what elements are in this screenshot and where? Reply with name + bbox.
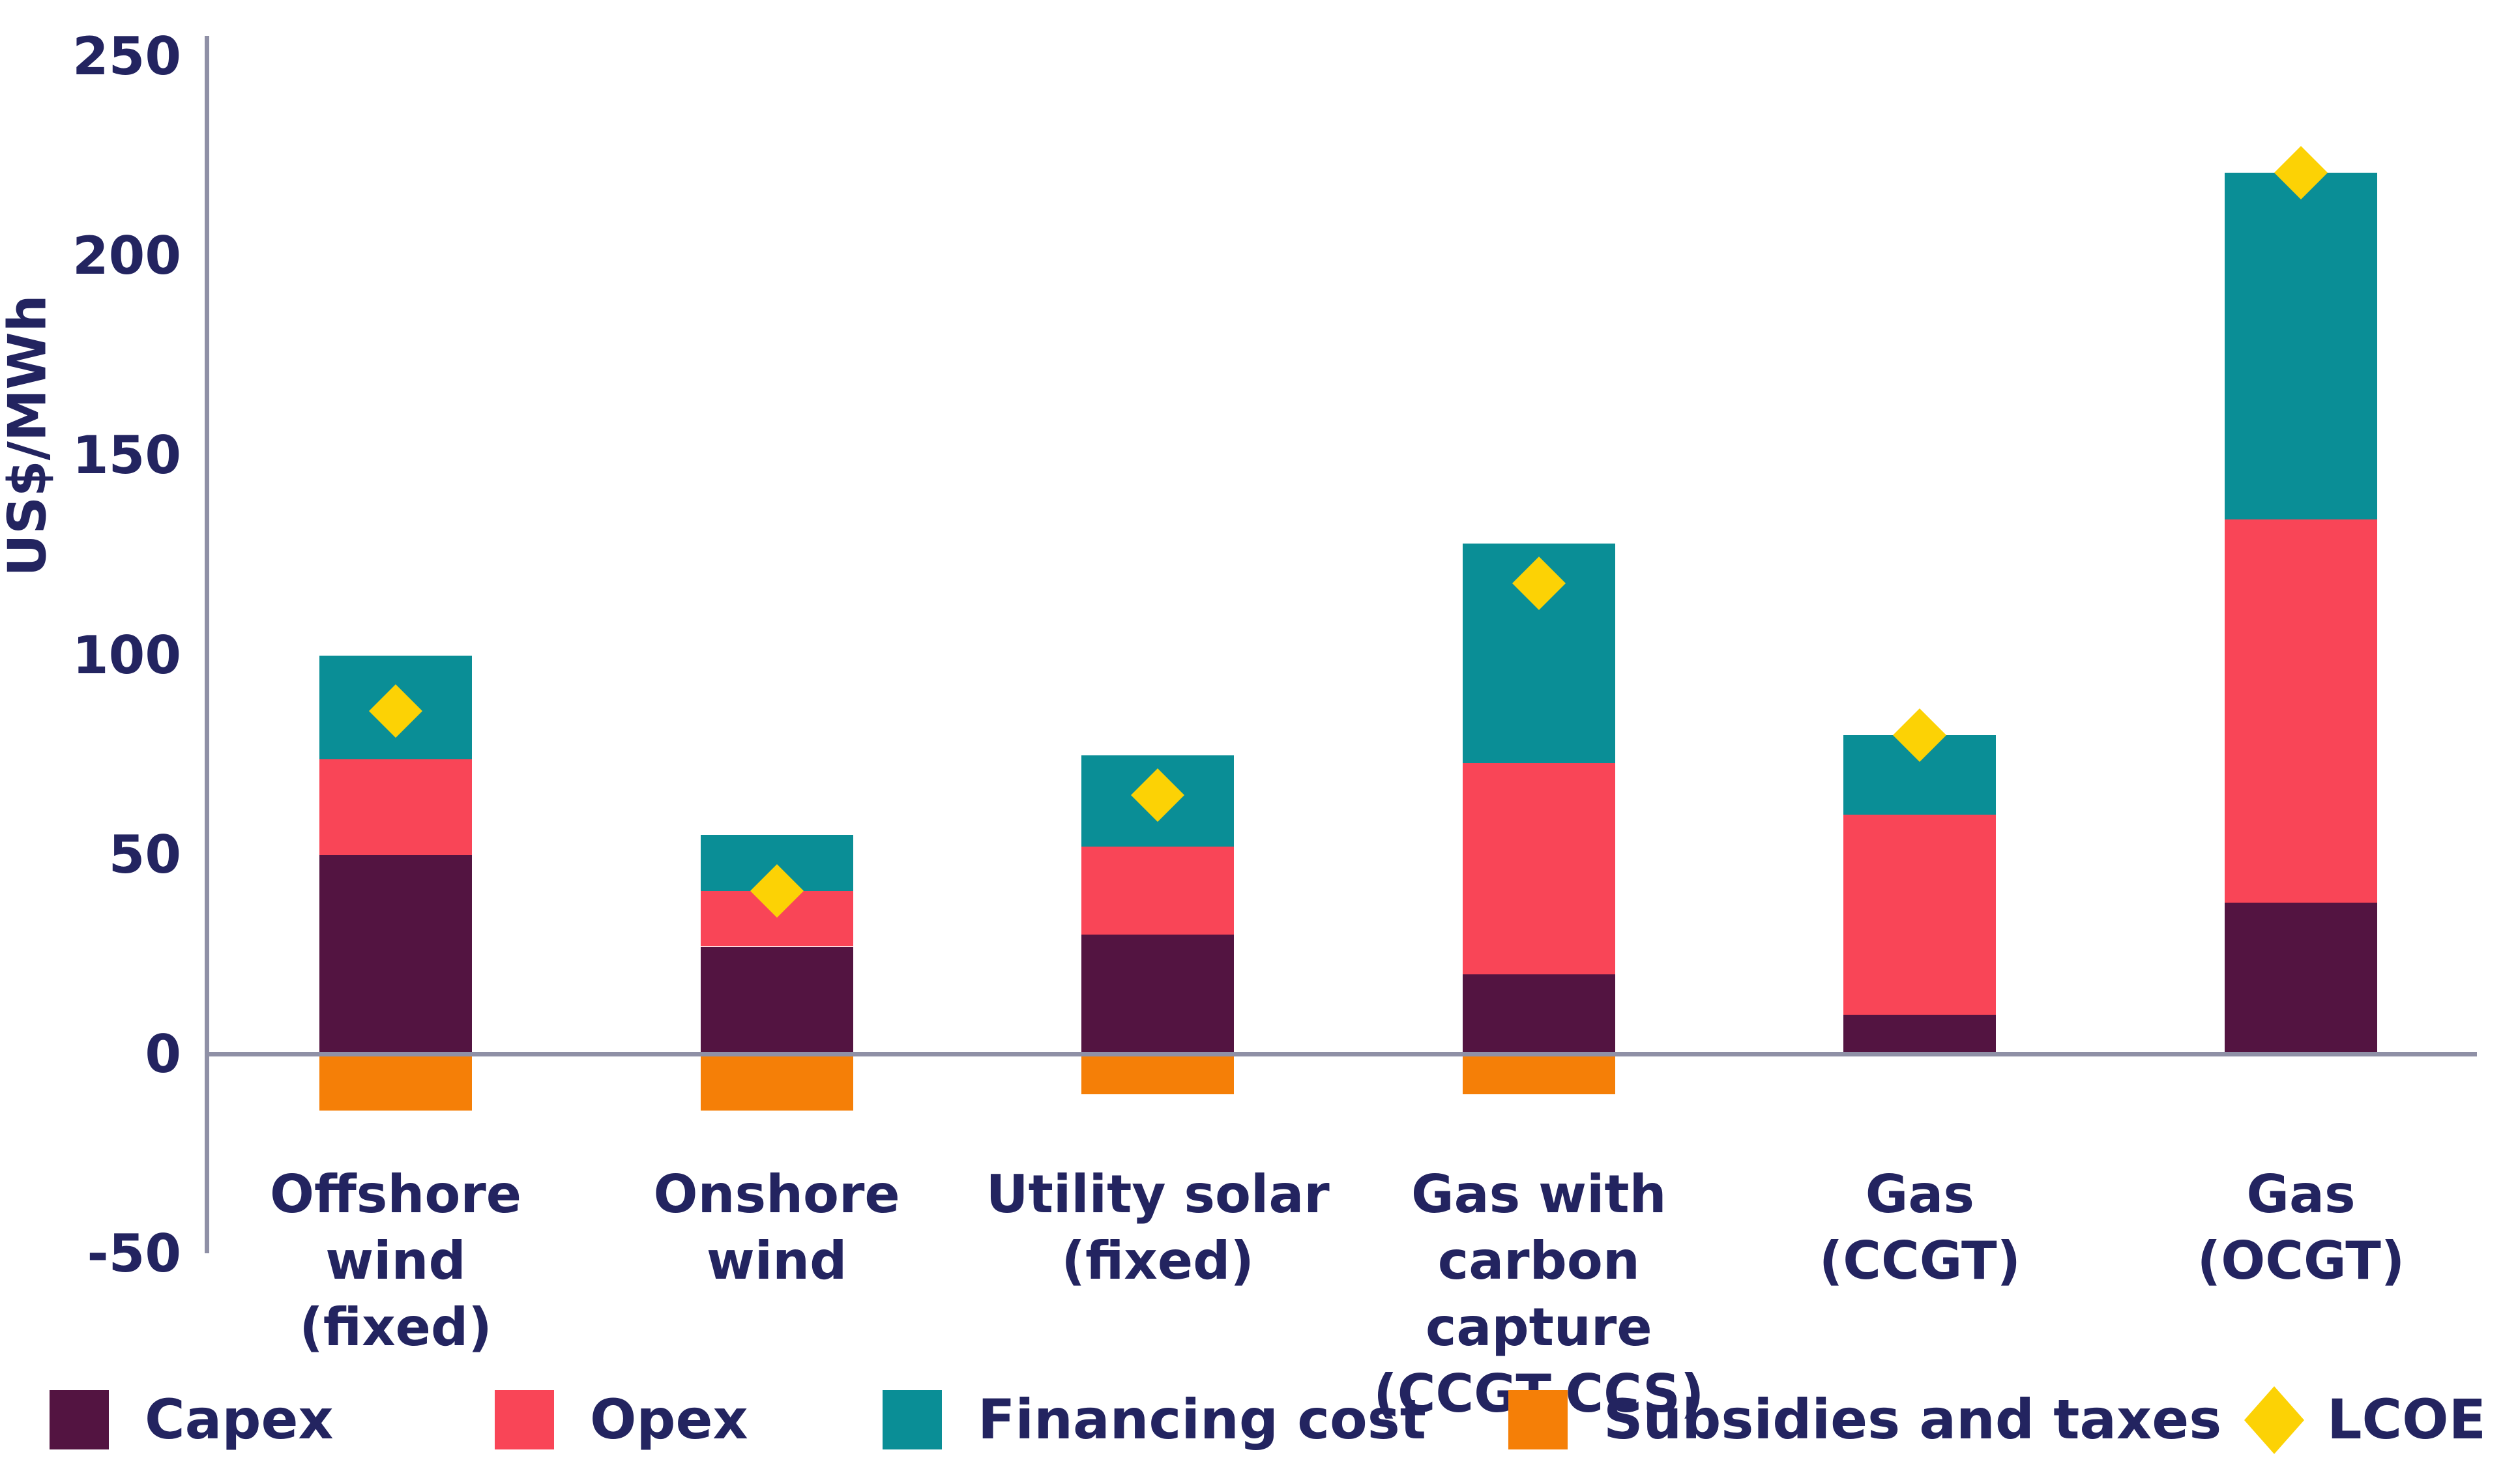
legend-label-capex: Capex (145, 1388, 334, 1451)
x-label-line: wind (325, 1230, 466, 1291)
legend-label-subsidies-and-taxes: Subsidies and taxes (1603, 1388, 2222, 1451)
y-tick-label-250: 250 (72, 26, 181, 87)
lcoe-marker-utility-solar-fixed (1131, 768, 1185, 822)
bar-segment-capex-utility-solar-fixed (1081, 935, 1235, 1055)
x-label-line: (CCGT) (1819, 1230, 2021, 1291)
bar-segment-opex-offshore-wind-fixed (319, 759, 472, 855)
lcoe-marker-gas-ccgt (1893, 708, 1947, 762)
x-label-onshore-wind: Onshore wind (568, 1161, 986, 1294)
lcoe-marker-offshore-wind-fixed (369, 684, 422, 738)
bar-segment-subsidies-and-taxes-utility-solar-fixed (1081, 1054, 1235, 1095)
x-label-utility-solar-fixed: Utility solar (fixed) (949, 1161, 1366, 1294)
y-tick-label-150: 150 (72, 425, 181, 486)
x-label-line: Offshore (269, 1164, 522, 1225)
y-tick-label-0: 0 (145, 1023, 181, 1084)
y-tick-label--50: -50 (87, 1223, 181, 1284)
x-label-gas-ocgt: Gas (OCGT) (2092, 1161, 2503, 1294)
bar-segment-opex-utility-solar-fixed (1081, 847, 1235, 935)
lcoe-marker-gas-with-carbon-capture-ccgt-ccs (1512, 557, 1566, 611)
bar-segment-financing-cost-gas-ocgt (2225, 172, 2377, 520)
lcoe-marker-onshore-wind (750, 864, 804, 918)
bar-segment-subsidies-and-taxes-onshore-wind (700, 1054, 853, 1111)
x-label-line: Gas (1865, 1164, 1975, 1225)
x-label-line: Onshore (653, 1164, 900, 1225)
bar-segment-capex-gas-ocgt (2225, 903, 2377, 1055)
legend-swatch-subsidies-and-taxes (1508, 1390, 1568, 1449)
bar-segment-opex-gas-with-carbon-capture-ccgt-ccs (1462, 763, 1615, 975)
y-tick-label-50: 50 (108, 824, 181, 885)
x-label-line: Gas (2246, 1164, 2356, 1225)
x-label-line: (OCGT) (2197, 1230, 2405, 1291)
bar-segment-capex-gas-ccgt (1843, 1014, 1997, 1055)
x-label-line: Utility solar (986, 1164, 1330, 1225)
bar-segment-subsidies-and-taxes-offshore-wind-fixed (319, 1054, 472, 1111)
y-axis-line (205, 36, 209, 1253)
legend-diamond-icon (2244, 1386, 2304, 1454)
legend-swatch-opex (495, 1390, 554, 1449)
y-tick-label-100: 100 (72, 624, 181, 686)
x-label-line: carbon capture (1426, 1230, 1652, 1358)
bar-segment-capex-onshore-wind (700, 946, 853, 1055)
bar-segment-capex-offshore-wind-fixed (319, 854, 472, 1055)
legend-label-financing-cost: Financing cost (978, 1388, 1426, 1451)
bar-segment-opex-gas-ocgt (2225, 519, 2377, 903)
x-label-gas-ccgt: Gas (CCGT) (1711, 1161, 2128, 1294)
legend-swatch-capex (50, 1390, 109, 1449)
bar-segment-opex-gas-ccgt (1843, 815, 1997, 1015)
legend-label-opex: Opex (590, 1388, 748, 1451)
bar-segment-capex-gas-with-carbon-capture-ccgt-ccs (1462, 974, 1615, 1055)
lcoe-marker-gas-ocgt (2274, 145, 2328, 199)
y-tick-label-200: 200 (72, 226, 181, 287)
x-label-offshore-wind-fixed: Offshore wind (fixed) (187, 1161, 604, 1361)
x-label-line: (fixed) (1061, 1230, 1254, 1291)
x-label-line: (fixed) (299, 1297, 492, 1358)
legend-swatch-financing-cost (883, 1390, 942, 1449)
bar-segment-subsidies-and-taxes-gas-with-carbon-capture-ccgt-ccs (1462, 1054, 1615, 1095)
x-label-line: Gas with (1411, 1164, 1667, 1225)
legend-label-lcoe: LCOE (2327, 1388, 2486, 1451)
x-label-line: wind (706, 1230, 847, 1291)
zero-baseline (205, 1052, 2477, 1057)
